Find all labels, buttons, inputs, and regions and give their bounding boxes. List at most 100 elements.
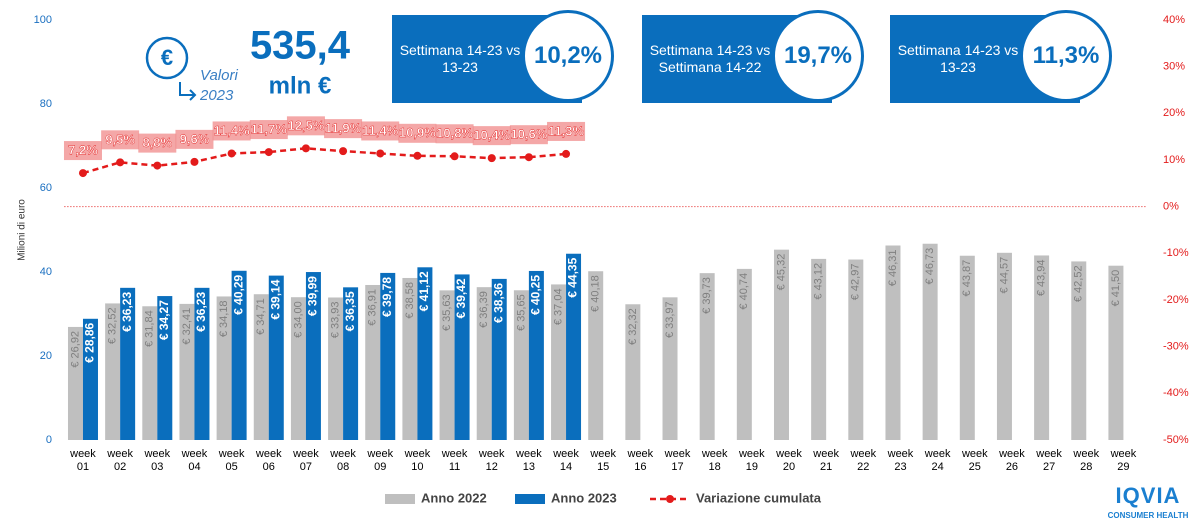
total-value: 535,4 xyxy=(250,24,351,68)
y2-tick-label: -40% xyxy=(1163,387,1189,399)
y-tick-label: 100 xyxy=(34,14,52,26)
bar-value-label: € 44,57 xyxy=(998,257,1010,294)
bar-value-label: € 39,73 xyxy=(701,277,713,314)
bar xyxy=(157,296,173,440)
line-value-label: 11,7% xyxy=(251,122,288,137)
y2-tick-label: -10% xyxy=(1163,247,1189,259)
line-value-label: 9,6% xyxy=(180,131,210,146)
total-unit: mln € xyxy=(269,72,332,99)
value-label-bg xyxy=(175,129,214,149)
logo-sub: CONSUMER HEALTH xyxy=(1108,511,1189,520)
bar xyxy=(491,278,507,440)
bar xyxy=(268,275,284,440)
bar-value-label: € 43,12 xyxy=(813,263,825,300)
bar-value-label: € 38,36 xyxy=(491,283,505,323)
bar xyxy=(476,287,492,440)
bar xyxy=(67,326,83,440)
value-label-bg xyxy=(361,121,400,141)
bar-value-label: € 32,32 xyxy=(627,308,639,345)
kpi-label: Settimana 14-23 vs 13-23 xyxy=(399,42,521,75)
bar xyxy=(996,252,1012,440)
bar xyxy=(811,258,827,440)
line-value-label: 10,8% xyxy=(436,126,473,141)
value-label-bg xyxy=(398,123,437,143)
line-marker xyxy=(78,169,87,178)
line-marker xyxy=(376,149,385,158)
bar-value-label: € 40,29 xyxy=(231,274,245,314)
bar-value-label: € 32,52 xyxy=(107,307,119,344)
y-tick-label: 20 xyxy=(40,350,52,362)
bar xyxy=(1034,255,1050,440)
bar xyxy=(179,303,195,440)
line xyxy=(82,147,567,175)
legend-swatch xyxy=(515,494,545,504)
bar-value-label: € 36,23 xyxy=(194,292,208,332)
bar-value-label: € 40,74 xyxy=(738,273,750,310)
bar xyxy=(551,284,567,440)
bar-value-label: € 34,27 xyxy=(157,300,171,340)
bar xyxy=(380,272,396,440)
x-tick-label: week 27 xyxy=(1036,448,1062,473)
line-value-label: 12,5% xyxy=(287,118,324,133)
line-value-label: 11,4% xyxy=(214,123,251,138)
logo: IQVIA xyxy=(1116,483,1181,508)
bar xyxy=(1071,261,1087,440)
bar xyxy=(588,271,604,440)
y2-tick-label: 30% xyxy=(1163,61,1185,73)
legend-label: Variazione cumulata xyxy=(696,490,822,505)
bar xyxy=(120,287,136,440)
x-tick-label: week 03 xyxy=(144,448,171,473)
line-value-label: 10,9% xyxy=(399,125,436,140)
bar xyxy=(105,303,121,440)
line-value-label: 10,4% xyxy=(473,128,510,143)
kpi-label: Settimana 14-23 vs 13-23 xyxy=(897,42,1019,75)
y2-tick-label: -50% xyxy=(1163,434,1189,446)
x-tick-label: week 19 xyxy=(738,448,765,473)
bar-value-label: € 46,73 xyxy=(924,248,936,285)
bar xyxy=(528,270,544,440)
x-tick-label: week 13 xyxy=(516,448,542,473)
euro-symbol: € xyxy=(161,45,173,70)
bar-value-label: € 34,18 xyxy=(218,300,230,337)
x-tick-label: week 23 xyxy=(887,448,914,473)
bar-value-label: € 39,42 xyxy=(454,278,468,318)
x-tick-label: week 08 xyxy=(330,448,356,473)
bar xyxy=(773,249,789,440)
bar-value-label: € 37,04 xyxy=(552,288,564,325)
bar-value-label: € 33,93 xyxy=(329,301,341,338)
bar-value-label: € 28,86 xyxy=(83,322,97,362)
line-marker xyxy=(339,147,348,156)
x-tick-label: week 01 xyxy=(70,448,96,473)
value-label-bg xyxy=(509,125,548,145)
x-tick-label: week 28 xyxy=(1073,448,1100,473)
bar-value-label: € 42,97 xyxy=(850,264,862,301)
value-label-bg xyxy=(63,141,102,161)
line-value-label: 10,6% xyxy=(510,127,547,142)
bar-value-label: € 32,41 xyxy=(181,308,193,345)
total-caption: Valori 2023 xyxy=(200,67,238,104)
y-axis-label: Milioni di euro xyxy=(17,199,28,261)
y-tick-label: 0 xyxy=(46,434,52,446)
y2-tick-label: -20% xyxy=(1163,294,1189,306)
x-tick-label: week 26 xyxy=(999,448,1025,473)
value-label-bg xyxy=(286,116,325,136)
bar xyxy=(662,297,678,440)
line-value-label: 11,3% xyxy=(548,123,585,138)
y2-tick-label: 0% xyxy=(1163,201,1179,213)
line-marker xyxy=(227,149,236,158)
bar xyxy=(231,270,247,440)
value-label-bg xyxy=(138,133,177,153)
kpi-value: 19,7% xyxy=(772,10,864,102)
kpi-value: 10,2% xyxy=(522,10,614,102)
x-tick-label: week 25 xyxy=(961,448,988,473)
line-value-label: 11,9% xyxy=(325,121,362,136)
legend-swatch xyxy=(666,495,674,503)
line-marker xyxy=(450,152,459,161)
bar-value-label: € 46,31 xyxy=(887,249,899,286)
value-label-bg xyxy=(101,130,140,150)
bar xyxy=(417,267,433,440)
value-label-bg xyxy=(249,120,288,140)
bar-value-label: € 40,18 xyxy=(590,275,602,312)
